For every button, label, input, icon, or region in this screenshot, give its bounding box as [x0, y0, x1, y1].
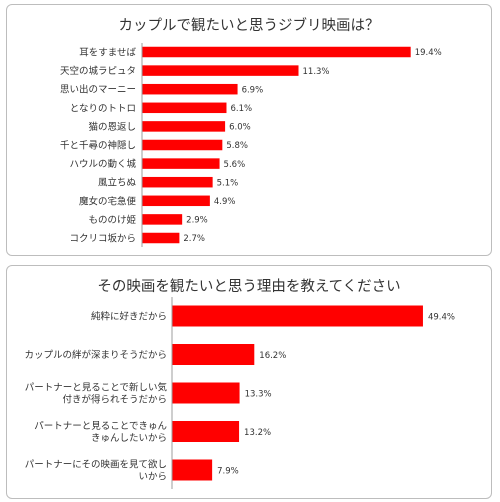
data-label: 6.0% — [229, 123, 251, 133]
bar — [142, 158, 220, 169]
data-label: 19.4% — [415, 48, 442, 58]
category-label: 魔女の宅急便 — [79, 195, 137, 207]
bar — [142, 46, 411, 58]
bar — [172, 382, 240, 404]
category-label: 猫の恩返し — [88, 121, 136, 133]
chart-title: カップルで観たいと思うジブリ映画は？ — [118, 18, 380, 34]
category-label: いから — [138, 472, 167, 483]
category-label: パートナーと見ることで新しい気 — [25, 382, 168, 394]
category-label: 千と千尋の神隠し — [60, 140, 136, 152]
category-label: となりのトトロ — [70, 103, 136, 114]
bar — [142, 102, 227, 114]
bar — [142, 195, 210, 207]
data-label: 5.8% — [226, 141, 248, 151]
category-label: コクリコ坂から — [69, 234, 136, 245]
chart-panel-ghibli-films: カップルで観たいと思うジブリ映画は？ 耳をすませば 19.4% 天空の城ラピュタ 11… — [6, 4, 492, 256]
bar-chart-reasons: 純粋に好きだから 49.4% カップルの絆が深まりそうだから 16.2% パートナーと見… — [24, 297, 455, 489]
category-label: ハウルの動く城 — [69, 159, 136, 170]
category-label: パートナーと見ることできゅん — [34, 421, 167, 432]
data-label: 5.1% — [217, 178, 239, 188]
data-label: 13.2% — [244, 428, 271, 438]
category-label: 付きが得られそうだから — [62, 394, 167, 406]
bar — [142, 65, 299, 76]
bar — [172, 305, 423, 327]
bar — [142, 83, 238, 95]
category-label: パートナーにその映画を見て欲し — [25, 459, 167, 471]
data-label: 6.9% — [242, 85, 264, 95]
data-label: 6.1% — [230, 104, 252, 114]
data-label: 49.4% — [428, 313, 455, 323]
bar-chart-ghibli-films: 耳をすませば 19.4% 天空の城ラピュタ 11.3% 思い出のマーニー 6.9% となりの… — [60, 43, 442, 247]
category-label: 天空の城ラピュタ — [60, 65, 136, 77]
data-label: 16.2% — [259, 351, 286, 361]
bar — [172, 421, 240, 442]
category-label: 思い出のマーニー — [60, 84, 136, 96]
bar — [142, 139, 223, 151]
chart-panel-reasons: その映画を観たいと思う理由を教えてください 純粋に好きだから 49.4% カップルの… — [6, 265, 492, 499]
bar — [172, 459, 213, 481]
data-label: 11.3% — [303, 67, 330, 77]
category-label: 耳をすませば — [79, 48, 136, 59]
data-label: 5.6% — [224, 160, 246, 170]
data-label: 4.9% — [214, 197, 236, 207]
category-label: 純粋に好きだから — [91, 311, 167, 323]
category-label: カップルの絆が深まりそうだから — [24, 349, 167, 361]
data-label: 13.3% — [245, 390, 272, 400]
category-label: 風立ちぬ — [98, 177, 137, 189]
chart-title: その映画を観たいと思う理由を教えてください — [97, 279, 401, 295]
bar — [142, 176, 213, 188]
bar — [142, 232, 180, 244]
bar — [142, 121, 226, 132]
bar — [172, 344, 255, 365]
category-label: もののけ姫 — [88, 214, 136, 226]
bar — [142, 214, 183, 225]
data-label: 2.7% — [183, 234, 205, 244]
category-label: きゅんしたいから — [91, 433, 167, 444]
data-label: 7.9% — [217, 467, 239, 477]
data-label: 2.9% — [186, 216, 208, 226]
